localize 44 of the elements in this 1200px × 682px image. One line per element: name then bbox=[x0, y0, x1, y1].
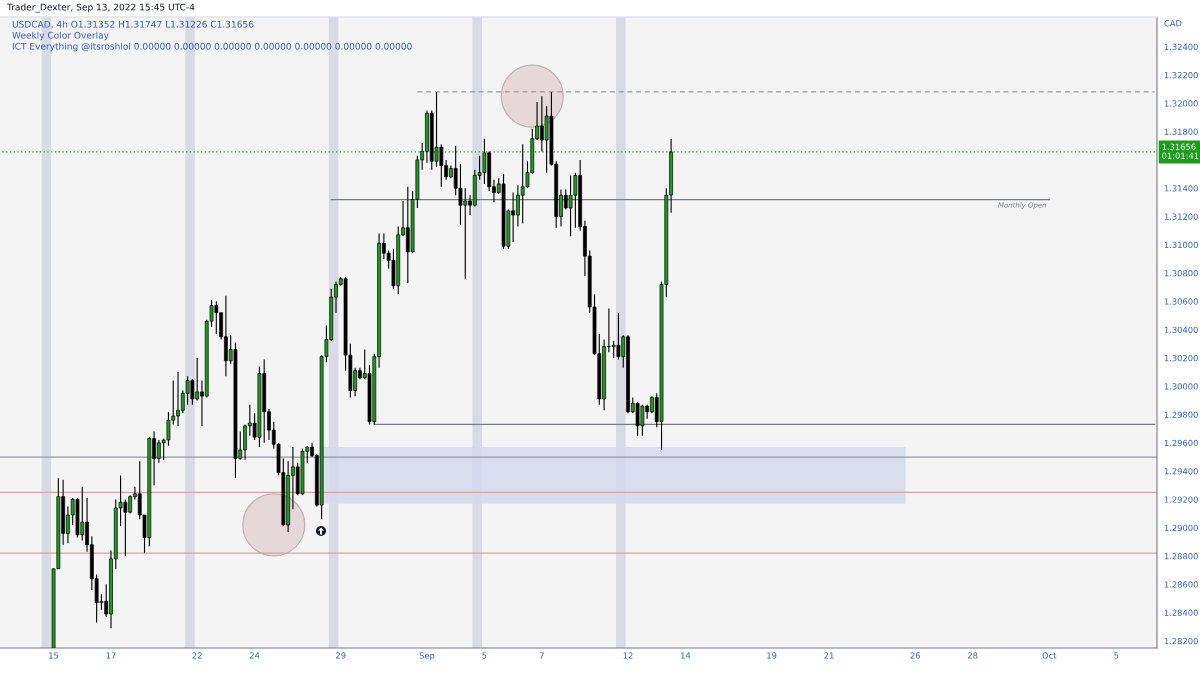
ref-line-label: 1.31656 01:01:41 bbox=[1162, 143, 1199, 159]
x-tick-label: 26 bbox=[910, 652, 921, 659]
x-tick-label: 14 bbox=[681, 652, 691, 659]
x-tick-label: 17 bbox=[106, 652, 116, 659]
y-tick-label: 1.30800 bbox=[1164, 270, 1198, 277]
x-tick-label: 29 bbox=[336, 652, 346, 659]
y-tick-label: 1.31200 bbox=[1164, 213, 1198, 220]
y-tick-label: 1.29800 bbox=[1164, 411, 1198, 418]
y-tick-label: 1.28200 bbox=[1164, 637, 1198, 645]
x-tick-label: Oct bbox=[1042, 652, 1057, 659]
y-tick-label: 1.30200 bbox=[1164, 354, 1198, 362]
x-tick-label: 5 bbox=[482, 652, 487, 659]
y-tick-label: 1.29200 bbox=[1164, 496, 1198, 503]
y-tick-label: 1.28400 bbox=[1164, 609, 1198, 616]
y-tick-label: 1.28600 bbox=[1164, 581, 1198, 588]
y-tick-label: 1.32200 bbox=[1164, 71, 1198, 79]
annotation: Weekly Color Overlay bbox=[12, 31, 109, 41]
chart-title: Trader_Dexter, Sep 13, 2022 15:45 UTC-4 bbox=[6, 3, 195, 13]
y-tick-label: 1.28800 bbox=[1164, 553, 1198, 560]
x-tick-label: 22 bbox=[192, 652, 202, 659]
y-tick-label: 1.29400 bbox=[1164, 468, 1198, 475]
y-tick-label: 1.30400 bbox=[1164, 326, 1198, 333]
chart-subtitle: USDCAD, 4h O1.31352 H1.31747 L1.31226 C1.31656 bbox=[12, 20, 254, 29]
y-tick-label: 1.31800 bbox=[1164, 128, 1198, 135]
candlestick bbox=[434, 91, 439, 168]
annotation: ICT Everything @itsroshlol 0.00000 0.00000 0.00000 0.00000 0.00000 0.00000 0.00000 bbox=[12, 42, 412, 52]
y-tick-label: 1.32400 bbox=[1164, 43, 1198, 50]
x-tick-label: 15 bbox=[49, 652, 59, 659]
y-tick-label: 1.31000 bbox=[1164, 241, 1198, 249]
y-tick-label: 1.29600 bbox=[1164, 439, 1198, 447]
x-tick-label: Sep bbox=[419, 652, 435, 661]
x-tick-label: 7 bbox=[539, 652, 544, 659]
x-tick-label: 12 bbox=[623, 652, 633, 659]
y-tick-label: 1.31400 bbox=[1164, 185, 1198, 192]
y-tick-label: 1.32000 bbox=[1164, 100, 1198, 107]
x-tick-label: 21 bbox=[824, 652, 834, 659]
x-tick-label: 19 bbox=[767, 652, 777, 659]
y-axis-title: CAD bbox=[1164, 20, 1182, 27]
x-tick-label: 5 bbox=[1114, 652, 1119, 659]
x-tick-label: 28 bbox=[968, 652, 978, 659]
x-tick-label: 24 bbox=[249, 652, 260, 659]
y-tick-label: 1.30600 bbox=[1164, 298, 1198, 305]
y-tick-label: 1.30000 bbox=[1164, 383, 1198, 390]
y-tick-label: 1.29000 bbox=[1164, 524, 1198, 532]
